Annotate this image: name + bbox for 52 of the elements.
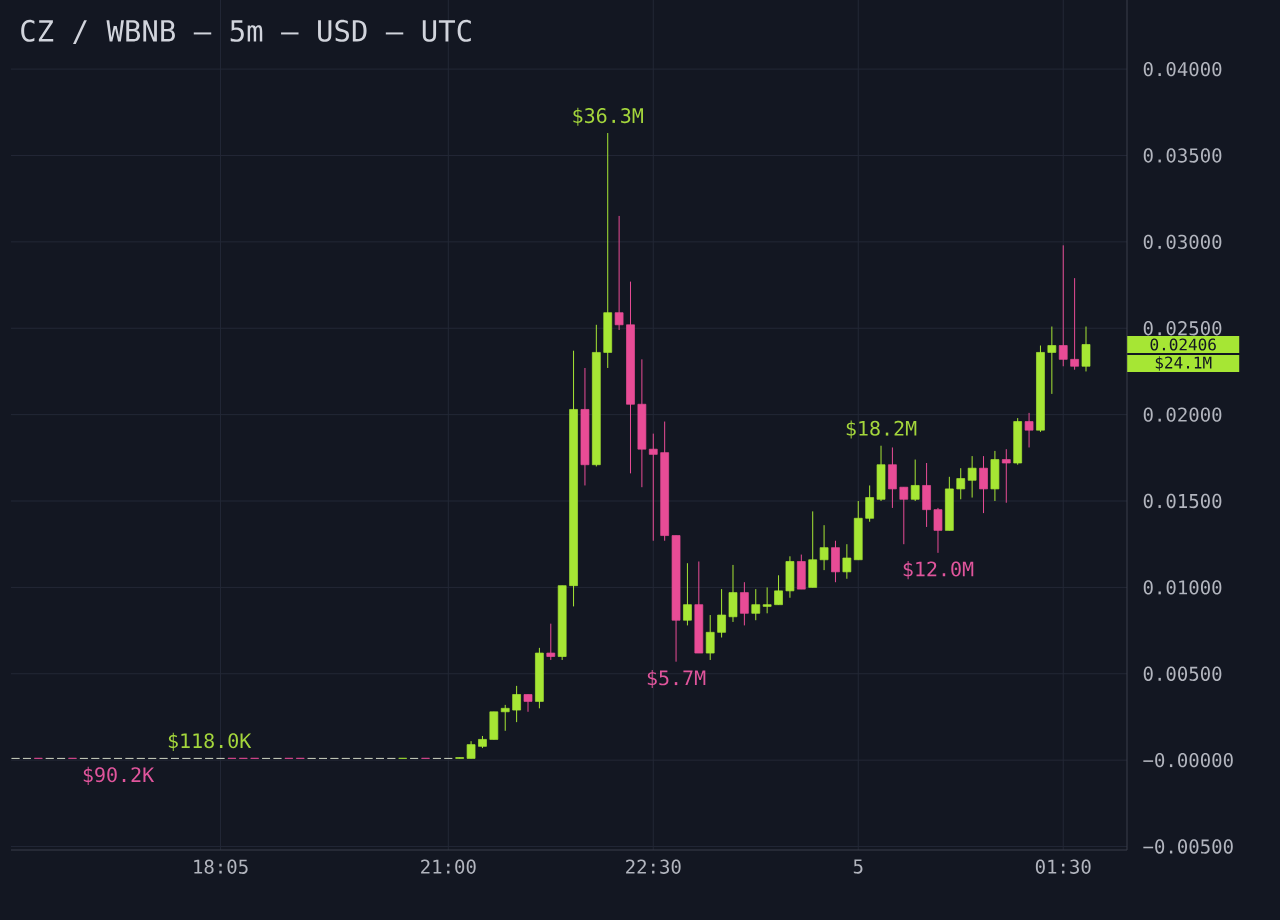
annotation: $118.0K bbox=[168, 732, 252, 751]
y-tick-label: 0.01500 bbox=[1143, 493, 1222, 509]
candlestick bbox=[523, 694, 533, 713]
y-tick-label: −0.00500 bbox=[1143, 839, 1233, 854]
candlestick bbox=[648, 433, 658, 542]
candlestick bbox=[979, 455, 988, 514]
text: $24.1M bbox=[1155, 356, 1212, 371]
y-tick-label: 0.01000 bbox=[1143, 580, 1222, 595]
candlestick bbox=[899, 486, 909, 545]
annotation: $36.3M bbox=[573, 107, 643, 126]
candlestick bbox=[819, 524, 829, 571]
candlestick bbox=[683, 562, 692, 626]
y-tick-label: 0.04000 bbox=[1143, 61, 1222, 77]
candlestick bbox=[1081, 326, 1091, 372]
candlestick bbox=[546, 623, 556, 661]
candlestick bbox=[705, 614, 715, 661]
x-tick-label: 01:30 bbox=[1035, 859, 1091, 874]
y-tick-label: 0.02500 bbox=[1143, 321, 1222, 336]
y-tick-label: 0.03000 bbox=[1143, 234, 1222, 250]
candlestick bbox=[1058, 244, 1068, 367]
candlestick bbox=[762, 586, 772, 614]
x-tick-label: 5 bbox=[853, 859, 863, 874]
candlestick bbox=[842, 543, 852, 580]
candlestick bbox=[751, 588, 761, 621]
y-tick-label: 0.00500 bbox=[1143, 666, 1222, 681]
candlestick bbox=[865, 484, 874, 523]
candlestick bbox=[933, 507, 943, 554]
text: 0.02406 bbox=[1150, 338, 1216, 351]
candlestick bbox=[740, 581, 749, 626]
candlestick bbox=[1047, 326, 1057, 395]
x-tick-label: 22:30 bbox=[626, 859, 681, 874]
candlestick bbox=[910, 459, 920, 502]
y-tick-label: −0.00000 bbox=[1143, 752, 1233, 768]
annotation: $18.2M bbox=[846, 420, 917, 439]
candlestick bbox=[717, 588, 726, 638]
annotation: $90.2K bbox=[83, 766, 155, 785]
x-tick-label: 18:05 bbox=[194, 859, 248, 874]
candlestick bbox=[1070, 277, 1079, 371]
candlestick bbox=[614, 215, 624, 331]
annotation: $5.7M bbox=[647, 669, 706, 689]
y-tick-label: 0.02000 bbox=[1143, 407, 1222, 422]
candlestick bbox=[512, 685, 521, 723]
candlestick bbox=[967, 455, 977, 499]
candlestick bbox=[956, 467, 966, 500]
text: CZ / WBNB — 5m — USD — UTC bbox=[21, 19, 471, 45]
x-tick-label: 21:00 bbox=[421, 859, 476, 874]
y-tick-label: 0.03500 bbox=[1143, 148, 1222, 163]
candlestick bbox=[1024, 412, 1034, 448]
annotation: $12.0M bbox=[903, 561, 974, 580]
candlestick bbox=[774, 574, 783, 606]
candlestick bbox=[500, 704, 510, 732]
candlestick bbox=[1001, 448, 1011, 504]
